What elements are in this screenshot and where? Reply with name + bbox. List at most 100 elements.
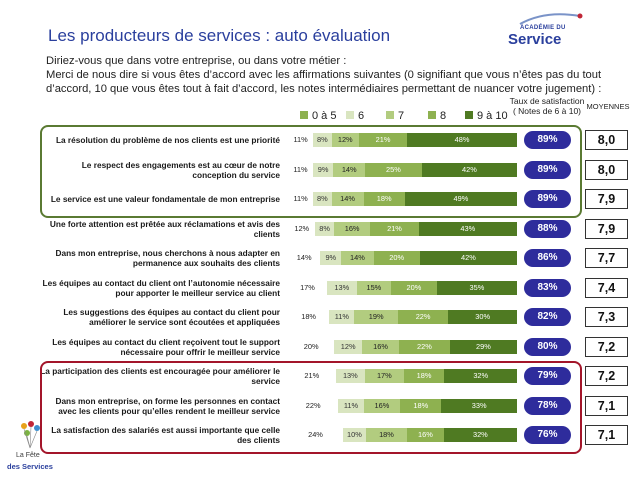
top-bar	[0, 0, 638, 8]
satisfaction-badge: 79%	[524, 367, 571, 385]
bar-segment: 33%	[441, 398, 517, 413]
bar-segment: 42%	[419, 251, 517, 265]
satisfaction-badge: 78%	[524, 396, 571, 415]
legend-label: 7	[398, 110, 405, 122]
row-label: Dans mon entreprise, nous cherchons à no…	[55, 248, 280, 268]
row-label: Les suggestions des équipes au contact d…	[63, 307, 280, 327]
fete-des-services-logo: La Fête des Services	[6, 418, 54, 474]
footer-logo-line-2: des Services	[7, 462, 53, 471]
legend-label: 9 à 10	[477, 110, 508, 122]
row-label: Les équipes au contact du client reçoive…	[52, 336, 280, 357]
bar-row: 14% 9% 14% 20% 42%	[288, 251, 517, 265]
legend-label: 0 à 5	[312, 110, 337, 122]
row-label: Une forte attention est prêtée aux récla…	[49, 218, 280, 239]
bar-segment: 12%	[334, 339, 362, 354]
bar-row: 12% 8% 16% 21% 43%	[288, 221, 517, 236]
bar-segment: 11%	[288, 192, 314, 206]
average-value: 7,2	[585, 366, 628, 386]
bar-segment: 13%	[326, 280, 357, 295]
question-line-1: Diriez-vous que dans votre entreprise, o…	[46, 55, 347, 67]
bar-segment: 9%	[312, 162, 334, 177]
legend-swatch	[346, 111, 354, 119]
bar-segment: 11%	[338, 398, 364, 413]
row-label: Le service est une valeur fondamentale d…	[50, 194, 280, 204]
bar-segment: 18%	[365, 428, 408, 442]
bar-segment: 12%	[288, 221, 316, 236]
average-value: 7,2	[585, 336, 628, 357]
average-value: 7,7	[585, 248, 628, 268]
bar-segment: 22%	[397, 310, 449, 324]
bar-segment: 12%	[331, 133, 359, 147]
bar-segment: 14%	[341, 251, 374, 265]
bar-segment: 11%	[329, 310, 355, 324]
row-label: Le respect des engagements est au cœur d…	[81, 159, 280, 180]
bar-segment: 29%	[449, 339, 517, 354]
bar-segment: 17%	[288, 280, 327, 295]
bar-segment: 21%	[288, 369, 336, 383]
row-label: Dans mon entreprise, on forme les person…	[55, 395, 280, 416]
bar-segment: 18%	[400, 398, 442, 413]
bar-segment: 14%	[333, 162, 366, 177]
bar-segment: 18%	[288, 310, 330, 324]
highlight-box-bottom	[40, 361, 582, 454]
satisfaction-badge: 89%	[524, 190, 571, 208]
bar-segment: 16%	[333, 221, 371, 236]
bar-row: 17% 13% 15% 20% 35%	[288, 280, 517, 295]
bar-segment: 49%	[404, 192, 517, 206]
satisfaction-badge: 86%	[524, 249, 571, 267]
satisfaction-badge: 76%	[524, 426, 571, 444]
bar-row: 11% 9% 14% 25% 42%	[288, 162, 517, 177]
logo-main-text: Service	[508, 31, 562, 48]
row-label: La satisfaction des salariés est aussi i…	[51, 425, 280, 445]
bar-segment: 30%	[448, 310, 517, 324]
legend-swatch	[428, 111, 436, 119]
footer-logo-line-1: La Fête	[16, 452, 40, 459]
bar-row: 11% 8% 12% 21% 48%	[288, 133, 517, 147]
bar-segment: 15%	[356, 280, 392, 295]
legend-swatch	[300, 111, 308, 119]
bar-segment: 32%	[444, 369, 517, 383]
bar-segment: 32%	[443, 428, 517, 442]
legend-swatch	[465, 111, 473, 119]
bar-segment: 19%	[354, 310, 398, 324]
satisfaction-badge: 82%	[524, 308, 571, 326]
satisfaction-badge: 83%	[524, 278, 571, 297]
average-value: 7,1	[585, 395, 628, 416]
legend-label: 6	[358, 110, 365, 122]
average-value: 7,9	[585, 189, 628, 209]
bar-segment: 14%	[288, 251, 321, 265]
row-label: Les équipes au contact du client ont l’a…	[42, 277, 280, 298]
legend-item: 9 à 10	[465, 110, 508, 122]
bar-row: 21% 13% 17% 18% 32%	[288, 369, 517, 383]
academie-logo: ACADÉMIE DU Service	[500, 12, 592, 48]
bar-segment: 22%	[288, 398, 339, 413]
legend-item: 0 à 5	[300, 110, 336, 122]
bar-segment: 8%	[313, 133, 332, 147]
page-title: Les producteurs de services : auto évalu…	[48, 26, 391, 45]
bar-segment: 11%	[288, 162, 313, 177]
average-value: 8,0	[585, 159, 628, 180]
satisfaction-badge: 88%	[524, 219, 571, 238]
header-taux: Taux de satisfaction ( Notes de 6 à 10)	[509, 96, 585, 116]
legend-swatch	[386, 111, 394, 119]
row-label: La résolution du problème de nos clients…	[55, 135, 280, 145]
bar-segment: 42%	[421, 162, 517, 177]
bar-segment: 9%	[320, 251, 342, 265]
bar-segment: 14%	[331, 192, 364, 206]
bar-segment: 48%	[407, 133, 517, 147]
header-taux-note: ( Notes de 6 à 10)	[512, 106, 582, 116]
bar-segment: 43%	[418, 221, 517, 236]
satisfaction-badge: 89%	[524, 131, 571, 149]
bar-row: 11% 8% 14% 18% 49%	[288, 192, 517, 206]
average-value: 7,9	[585, 218, 628, 239]
bar-segment: 16%	[363, 398, 401, 413]
average-value: 7,3	[585, 307, 628, 327]
bar-segment: 20%	[373, 251, 420, 265]
legend-item: 7	[386, 110, 404, 122]
bar-segment: 16%	[362, 339, 400, 354]
header-taux-label: Taux de satisfaction	[509, 96, 585, 106]
bar-segment: 18%	[403, 369, 445, 383]
legend-item: 6	[346, 110, 364, 122]
bar-segment: 8%	[315, 221, 334, 236]
